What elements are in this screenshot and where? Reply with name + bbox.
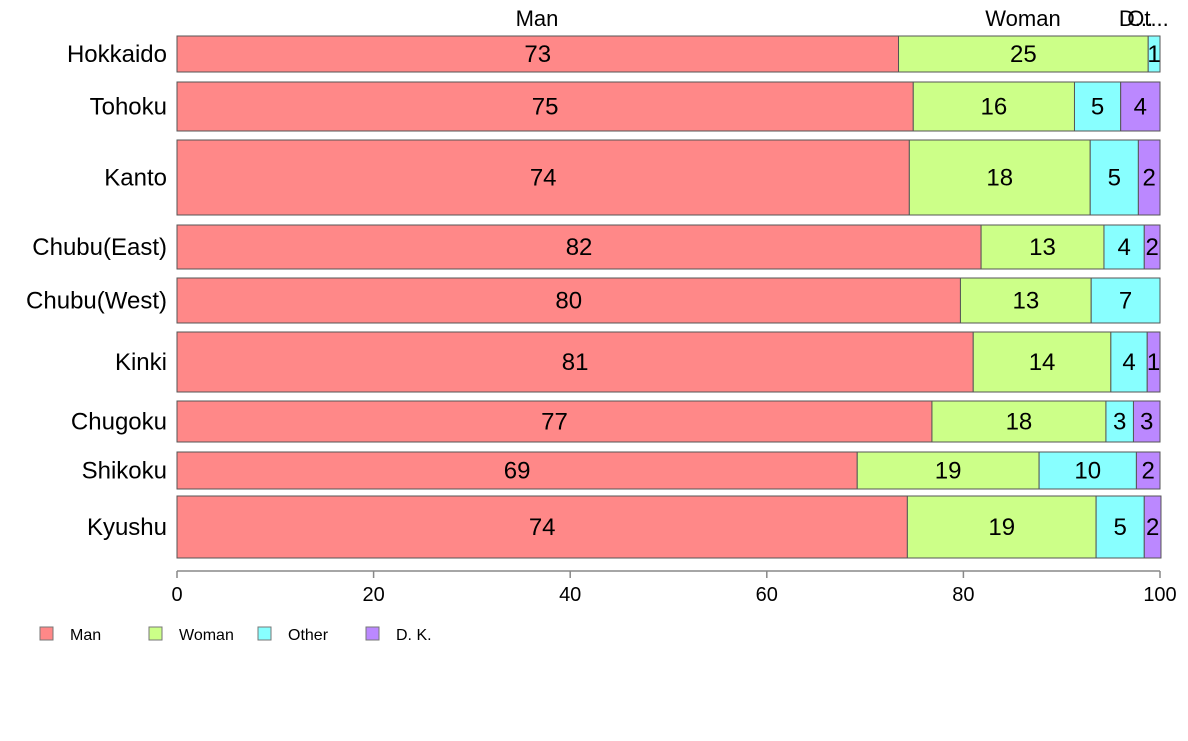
data-label: 25: [1010, 41, 1037, 68]
data-label: 77: [541, 409, 568, 436]
legend-swatch: [365, 626, 380, 641]
category-label: Kyushu: [87, 514, 167, 541]
bar-segment: [1120, 81, 1161, 132]
bar-segment: [176, 35, 900, 73]
legend-swatch: [39, 626, 54, 641]
x-tick-label: 0: [171, 584, 182, 606]
data-label: 5: [1091, 94, 1104, 121]
data-label: 3: [1140, 409, 1153, 436]
data-label: 75: [532, 94, 559, 121]
data-label: 10: [1074, 458, 1101, 485]
data-label: 16: [981, 94, 1008, 121]
series-header-label: D...: [1119, 6, 1153, 31]
x-tick-label: 20: [362, 584, 384, 606]
bar-segment: [980, 224, 1105, 270]
category-label: Kanto: [104, 165, 167, 192]
data-label: 1: [1147, 41, 1160, 68]
bar-segment: [176, 224, 982, 270]
series-header-label: Woman: [985, 6, 1060, 31]
bar-segment: [898, 35, 1149, 73]
bar-segment: [1132, 400, 1161, 443]
bar-segment: [1105, 400, 1134, 443]
category-label: Kinki: [115, 349, 167, 376]
bar-segment: [176, 495, 908, 559]
data-label: 2: [1145, 234, 1158, 261]
data-label: 2: [1146, 514, 1159, 541]
bar-segment: [959, 277, 1092, 324]
bar-segment: [908, 139, 1091, 216]
bar-segment: [912, 81, 1075, 132]
bar-segment: [1038, 451, 1137, 490]
category-label: Hokkaido: [67, 41, 167, 68]
data-label: 82: [566, 234, 593, 261]
data-label: 19: [988, 514, 1015, 541]
category-label: Shikoku: [82, 458, 167, 485]
x-tick-label: 60: [756, 584, 778, 606]
bar-segment: [1095, 495, 1145, 559]
legend-swatch: [257, 626, 272, 641]
bar-segment: [176, 139, 910, 216]
data-label: 19: [935, 458, 962, 485]
category-label: Chugoku: [71, 409, 167, 436]
x-tick-label: 80: [952, 584, 974, 606]
bar-segment: [1137, 139, 1161, 216]
series-header-label: Ot...: [1127, 6, 1169, 31]
data-label: 69: [504, 458, 531, 485]
category-label: Chubu(East): [32, 234, 167, 261]
x-tick-label: 40: [559, 584, 581, 606]
bar-segment: [1143, 224, 1161, 270]
bar-segment: [176, 400, 933, 443]
bar-segment: [176, 451, 858, 490]
data-label: 4: [1117, 234, 1130, 261]
bar-segment: [1090, 277, 1161, 324]
legend-label: Other: [288, 627, 329, 644]
data-label: 5: [1108, 165, 1121, 192]
bar-segment: [176, 277, 961, 324]
data-label: 2: [1142, 458, 1155, 485]
legend-label: Woman: [179, 627, 234, 644]
bar-segment: [1103, 224, 1145, 270]
data-label: 18: [1006, 409, 1033, 436]
bar-segment: [906, 495, 1097, 559]
bar-segment: [1073, 81, 1122, 132]
bar-segment: [176, 81, 914, 132]
bar-segment: [856, 451, 1040, 490]
bar-segment: [176, 331, 974, 393]
legend-swatch: [148, 626, 163, 641]
data-label: 7: [1119, 288, 1132, 315]
bar-segment: [1146, 331, 1161, 393]
data-label: 13: [1029, 234, 1056, 261]
x-tick-label: 100: [1143, 584, 1176, 606]
bar-segment: [1135, 451, 1161, 490]
data-label: 4: [1134, 94, 1147, 121]
legend-label: D. K.: [396, 627, 432, 644]
data-label: 74: [530, 165, 557, 192]
bar-segment: [1143, 495, 1162, 559]
data-label: 18: [986, 165, 1013, 192]
data-label: 1: [1147, 349, 1160, 376]
data-label: 13: [1012, 288, 1039, 315]
bar-segment: [1147, 35, 1161, 73]
data-label: 81: [562, 349, 589, 376]
data-label: 74: [529, 514, 556, 541]
data-label: 2: [1143, 165, 1156, 192]
data-label: 5: [1114, 514, 1127, 541]
data-label: 4: [1122, 349, 1135, 376]
bar-segment: [1110, 331, 1148, 393]
data-label: 80: [555, 288, 582, 315]
bar-segment: [1089, 139, 1139, 216]
category-label: Tohoku: [90, 94, 167, 121]
data-label: 3: [1113, 409, 1126, 436]
data-label: 14: [1029, 349, 1056, 376]
category-label: Chubu(West): [26, 288, 167, 315]
bar-segment: [931, 400, 1107, 443]
series-header-label: Man: [516, 6, 559, 31]
data-label: 73: [524, 41, 551, 68]
legend-label: Man: [70, 627, 101, 644]
